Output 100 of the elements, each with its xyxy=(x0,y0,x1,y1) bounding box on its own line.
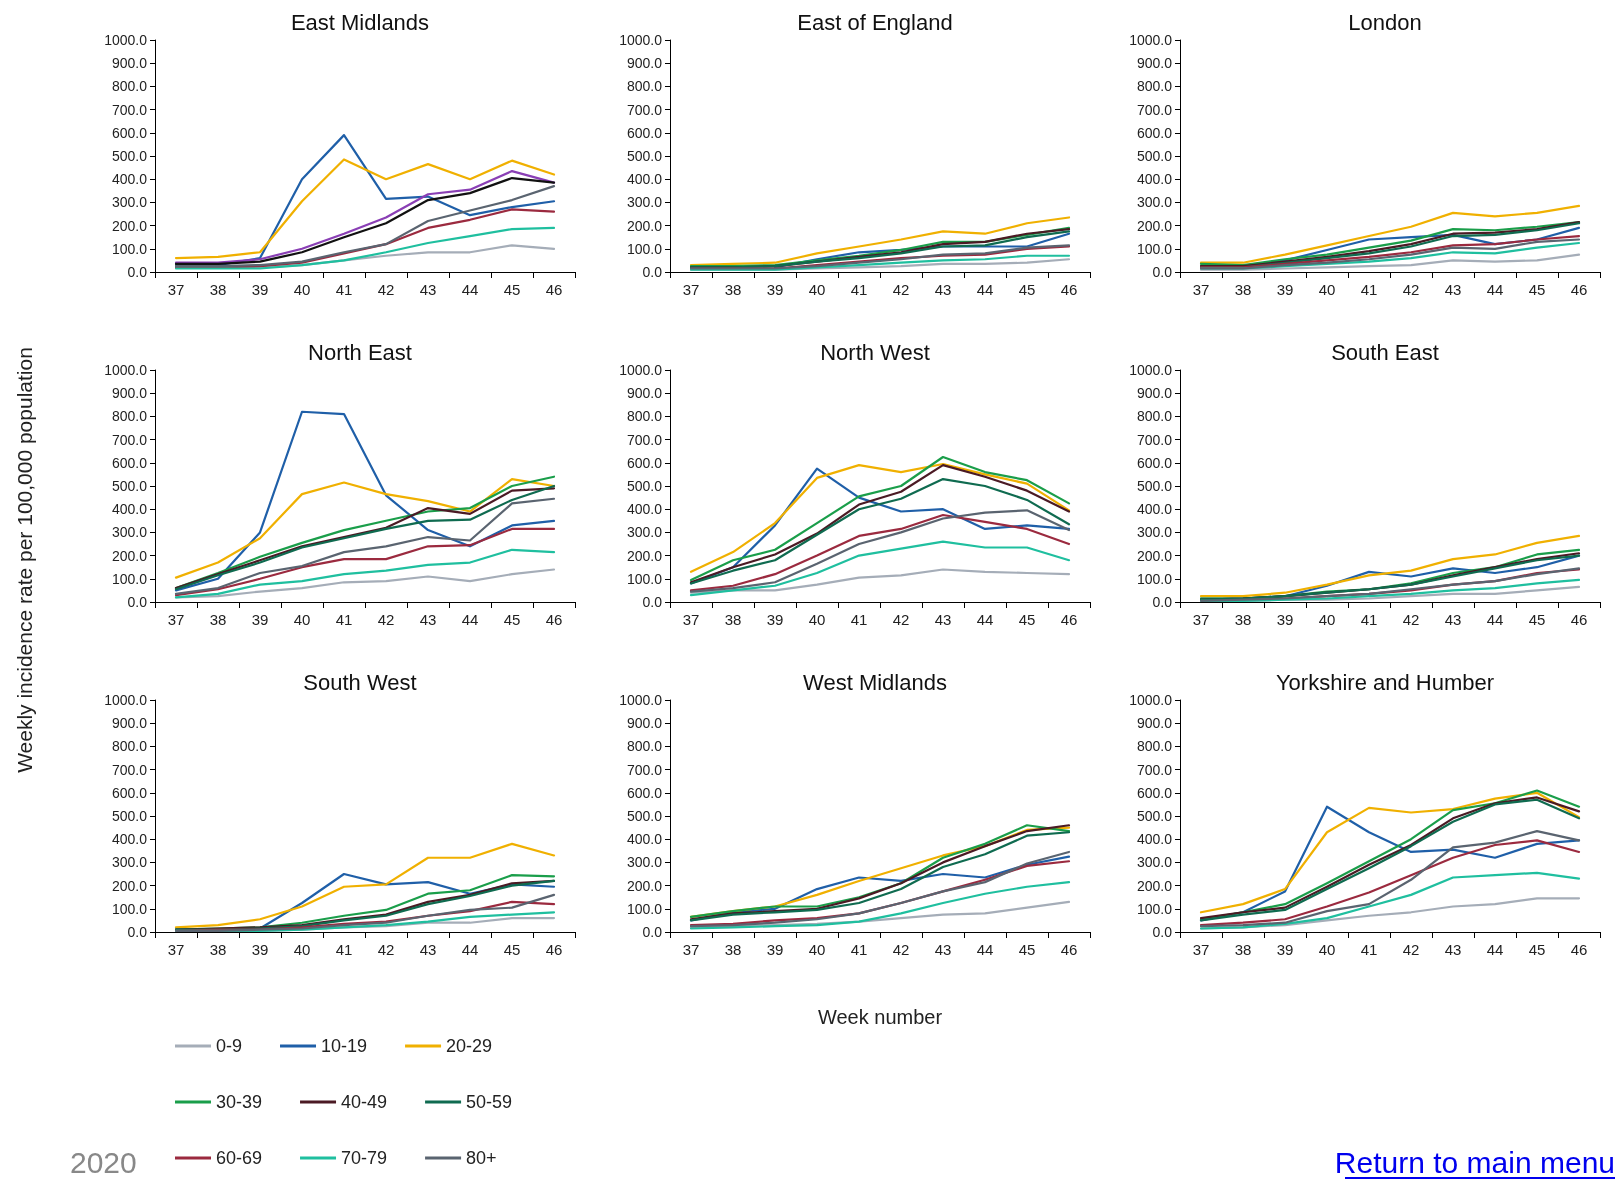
legend-label: 20-29 xyxy=(446,1036,493,1056)
x-tick-label: 41 xyxy=(1360,941,1378,958)
y-tick-label: 800.0 xyxy=(1136,78,1173,95)
y-tick-label: 700.0 xyxy=(626,101,663,118)
x-tick-label: 39 xyxy=(766,611,784,628)
chart-title: South East xyxy=(1331,339,1439,365)
x-tick-label: 43 xyxy=(934,281,952,298)
x-tick-label: 42 xyxy=(892,611,910,628)
y-tick-label: 0.0 xyxy=(1152,264,1173,280)
chart-title: East Midlands xyxy=(290,9,430,35)
y-tick-label: 700.0 xyxy=(111,101,148,118)
y-tick-label: 1000.0 xyxy=(619,692,663,708)
y-tick-label: 500.0 xyxy=(626,478,663,494)
x-tick-label: 43 xyxy=(419,611,437,628)
y-tick-label: 900.0 xyxy=(111,385,148,402)
y-tick-label: 1000.0 xyxy=(1129,692,1173,708)
y-tick-label: 400.0 xyxy=(1136,501,1173,518)
x-tick-label: 40 xyxy=(1318,281,1336,298)
y-tick-label: 900.0 xyxy=(1136,55,1173,72)
y-tick-label: 100.0 xyxy=(1136,570,1173,587)
x-tick-label: 44 xyxy=(461,281,479,298)
legend-label: 80+ xyxy=(466,1148,497,1168)
y-tick-label: 700.0 xyxy=(1136,431,1173,448)
x-tick-label: 46 xyxy=(1060,281,1078,298)
x-tick-label: 44 xyxy=(461,611,479,628)
y-tick-label: 900.0 xyxy=(626,385,663,402)
y-tick-label: 1000.0 xyxy=(104,362,148,378)
y-tick-label: 700.0 xyxy=(626,431,663,448)
y-tick-label: 700.0 xyxy=(111,761,148,778)
x-tick-label: 46 xyxy=(1060,611,1078,628)
y-tick-label: 100.0 xyxy=(1136,900,1173,917)
y-tick-label: 800.0 xyxy=(626,738,663,755)
x-tick-label: 39 xyxy=(1276,281,1294,298)
y-tick-label: 300.0 xyxy=(111,854,148,871)
y-tick-label: 100.0 xyxy=(626,240,663,257)
text: Return to main menu xyxy=(1334,1145,1615,1179)
y-tick-label: 0.0 xyxy=(1152,594,1173,610)
y-tick-label: 800.0 xyxy=(111,78,148,95)
x-tick-label: 45 xyxy=(1528,281,1546,298)
y-tick-label: 800.0 xyxy=(111,738,148,755)
x-tick-label: 38 xyxy=(724,941,742,958)
x-tick-label: 42 xyxy=(377,941,395,958)
x-tick-label: 42 xyxy=(892,281,910,298)
x-tick-label: 45 xyxy=(503,941,521,958)
x-tick-label: 37 xyxy=(167,281,185,298)
y-tick-label: 900.0 xyxy=(626,55,663,72)
y-tick-label: 300.0 xyxy=(626,194,663,211)
x-tick-label: 46 xyxy=(1570,281,1588,298)
chart-title: South West xyxy=(303,669,417,695)
legend-label: 40-49 xyxy=(341,1092,388,1112)
x-tick-label: 40 xyxy=(808,941,826,958)
x-tick-label: 46 xyxy=(545,281,563,298)
y-tick-label: 500.0 xyxy=(111,808,148,824)
chart-title: North East xyxy=(308,339,412,365)
x-tick-label: 43 xyxy=(419,941,437,958)
x-tick-label: 45 xyxy=(503,281,521,298)
y-tick-label: 100.0 xyxy=(1136,240,1173,257)
y-tick-label: 200.0 xyxy=(626,877,663,894)
y-tick-label: 200.0 xyxy=(1136,547,1173,564)
y-tick-label: 100.0 xyxy=(111,240,148,257)
x-tick-label: 37 xyxy=(682,611,700,628)
x-tick-label: 38 xyxy=(1234,941,1252,958)
x-tick-label: 37 xyxy=(167,941,185,958)
y-tick-label: 600.0 xyxy=(626,784,663,801)
y-tick-label: 1000.0 xyxy=(104,692,148,708)
legend-label: 0-9 xyxy=(216,1036,243,1056)
x-tick-label: 44 xyxy=(976,941,994,958)
x-tick-label: 44 xyxy=(1486,941,1504,958)
y-tick-label: 0.0 xyxy=(1152,924,1173,940)
y-tick-label: 300.0 xyxy=(1136,194,1173,211)
y-tick-label: 200.0 xyxy=(111,217,148,234)
y-tick-label: 600.0 xyxy=(626,124,663,141)
legend-label: 70-79 xyxy=(341,1148,388,1168)
y-tick-label: 900.0 xyxy=(111,715,148,732)
legend-label: 10-19 xyxy=(321,1036,368,1056)
x-tick-label: 40 xyxy=(808,281,826,298)
y-tick-label: 800.0 xyxy=(1136,408,1173,425)
y-tick-label: 300.0 xyxy=(111,194,148,211)
chart-title: London xyxy=(1348,9,1422,35)
x-tick-label: 37 xyxy=(167,611,185,628)
y-tick-label: 800.0 xyxy=(1136,738,1173,755)
y-tick-label: 500.0 xyxy=(1136,478,1173,494)
y-tick-label: 200.0 xyxy=(626,547,663,564)
y-tick-label: 400.0 xyxy=(1136,171,1173,188)
x-tick-label: 42 xyxy=(1402,941,1420,958)
y-tick-label: 400.0 xyxy=(626,831,663,848)
x-tick-label: 37 xyxy=(1192,611,1210,628)
x-axis-title: Week number xyxy=(817,1006,943,1028)
x-tick-label: 39 xyxy=(766,941,784,958)
x-tick-label: 41 xyxy=(335,941,353,958)
x-tick-label: 37 xyxy=(1192,941,1210,958)
y-tick-label: 700.0 xyxy=(1136,101,1173,118)
x-tick-label: 43 xyxy=(1444,611,1462,628)
x-tick-label: 43 xyxy=(934,941,952,958)
text: 2020 xyxy=(70,1145,137,1179)
y-tick-label: 400.0 xyxy=(626,171,663,188)
x-tick-label: 43 xyxy=(934,611,952,628)
y-tick-label: 0.0 xyxy=(127,594,148,610)
y-tick-label: 400.0 xyxy=(1136,831,1173,848)
x-tick-label: 45 xyxy=(1018,611,1036,628)
